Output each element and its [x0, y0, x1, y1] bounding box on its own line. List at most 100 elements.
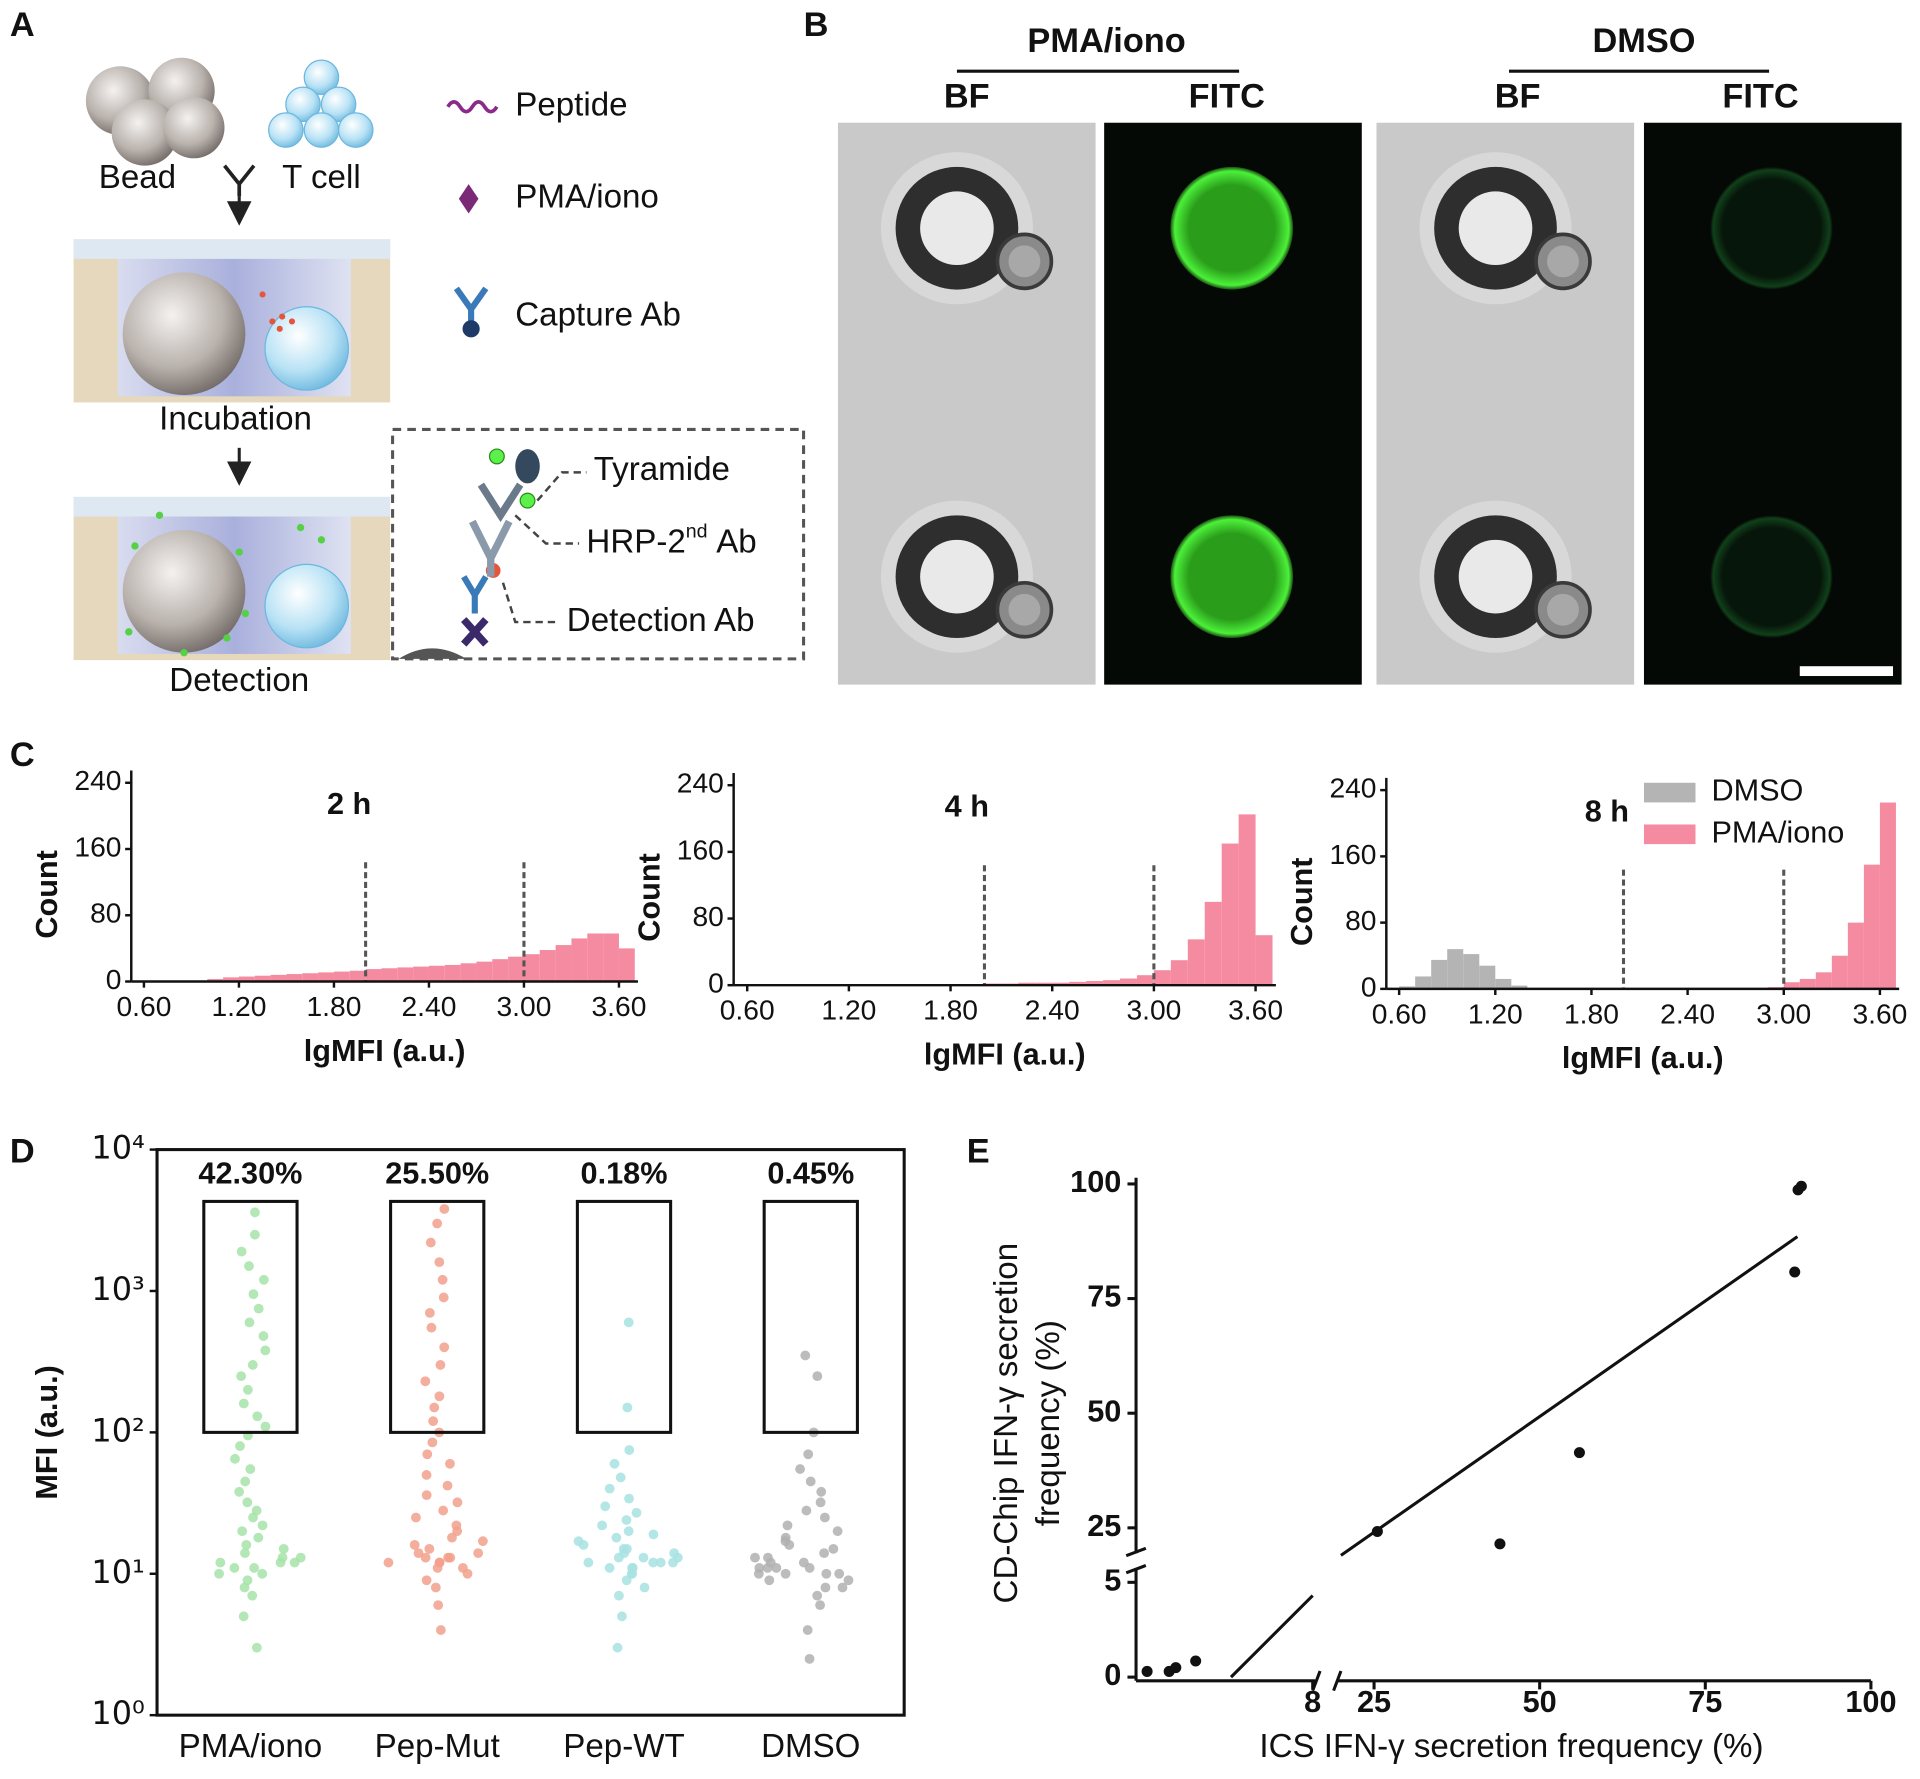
scatter-point: [1190, 1655, 1202, 1667]
fluorescence: [1170, 515, 1294, 638]
histogram-bar: [1136, 975, 1154, 986]
swarm-point: [627, 1563, 637, 1573]
histogram-bar: [587, 933, 604, 982]
swarm-point: [604, 1563, 615, 1573]
histogram-bar: [1103, 980, 1121, 986]
scatter-point: [1371, 1525, 1383, 1538]
histogram-bar: [1035, 982, 1053, 986]
y-tick-label: 10³: [91, 1270, 144, 1308]
chart-title: 4 h: [945, 790, 989, 824]
signal-dots: [125, 511, 326, 657]
swarm-point: [249, 1563, 260, 1573]
swarm-point: [600, 1501, 611, 1512]
x-tick-label: 3.00: [496, 990, 551, 1022]
swarm-point: [244, 1317, 255, 1328]
cell-icon: [268, 112, 304, 148]
t-cell: [264, 306, 350, 391]
cell-icon: [337, 112, 374, 148]
swarm-point: [237, 1526, 248, 1537]
histogram-bar: [618, 948, 635, 982]
swarm-point: [242, 1384, 253, 1395]
channel-label: FITC: [1722, 77, 1798, 115]
chart-title: 8 h: [1585, 795, 1629, 829]
swarm-point: [621, 1515, 632, 1525]
swarm-point: [439, 1342, 450, 1353]
swarm-point: [763, 1552, 773, 1563]
swarm-point: [258, 1331, 269, 1341]
swarm-point: [295, 1552, 306, 1563]
legend-label: PMA/iono: [1711, 815, 1844, 849]
scatter-point: [1789, 1266, 1801, 1278]
scatter-point: [1494, 1538, 1506, 1550]
histogram-bar: [1879, 802, 1896, 989]
well-top: [73, 239, 391, 259]
label: T cell: [282, 159, 361, 196]
capture-ab-icon: [453, 286, 489, 324]
label: Incubation: [159, 401, 312, 438]
histogram-bar: [238, 976, 255, 982]
swarm-point: [251, 1642, 262, 1653]
y-axis-title: frequency (%): [1030, 1320, 1067, 1526]
histogram-bar: [444, 964, 461, 982]
bead-icon: [111, 99, 178, 166]
y-tick-label: 75: [1087, 1280, 1121, 1314]
swarm-point: [432, 1218, 443, 1229]
histogram-bar: [1495, 978, 1512, 989]
x-tick-label: 3.60: [1228, 994, 1283, 1026]
well-top: [73, 496, 391, 517]
histogram-bar: [1415, 976, 1432, 989]
channel-label: FITC: [1189, 77, 1265, 115]
t-cell: [264, 563, 350, 649]
panel-label: C: [10, 736, 35, 774]
scatter-point: [1795, 1180, 1807, 1192]
histogram-bar: [1170, 960, 1188, 986]
swarm-point: [445, 1552, 456, 1563]
swarm-point: [434, 1557, 445, 1568]
legend-label: PMA/iono: [515, 179, 659, 216]
swarm-point: [424, 1307, 435, 1318]
swarm-point: [754, 1563, 765, 1573]
swarm-point: [615, 1472, 626, 1483]
leader-line: [536, 471, 587, 502]
swarm-point: [801, 1505, 812, 1516]
histogram-bar: [1255, 935, 1273, 986]
x-tick-label: 1.20: [821, 994, 876, 1026]
micrographs: [837, 122, 1902, 685]
histogram-bar: [1847, 922, 1864, 989]
y-tick-label: 240: [677, 767, 724, 799]
antibody-icon: [223, 164, 256, 197]
swarm-point: [253, 1532, 264, 1543]
swarm-point: [250, 1207, 260, 1218]
axis-break: [1125, 1564, 1147, 1575]
droplet-core: [1458, 191, 1533, 266]
histogram-bar: [270, 974, 287, 982]
gate-percent: 42.30%: [198, 1156, 302, 1190]
channel-label: BF: [1495, 77, 1541, 115]
swarm-point: [819, 1548, 830, 1559]
bead: [122, 530, 246, 653]
swarm-point: [434, 1391, 445, 1402]
cell-core: [1008, 593, 1041, 626]
histogram-bar: [1799, 978, 1816, 989]
swarm-point: [828, 1543, 839, 1554]
histogram-bar: [603, 933, 619, 982]
histogram-bar: [476, 961, 493, 982]
swarm-point: [604, 1483, 615, 1494]
bead-icon: [163, 96, 225, 159]
gate-box: [202, 1199, 299, 1434]
gate-percent: 0.18%: [581, 1156, 668, 1190]
cell-core: [1547, 593, 1579, 626]
histogram-bar: [223, 977, 239, 982]
histogram-bar: [492, 959, 509, 982]
swarm-point: [473, 1548, 484, 1559]
swarm-point: [669, 1548, 680, 1559]
y-tick-label: 80: [1345, 904, 1376, 936]
histogram-bar: [1018, 982, 1036, 986]
swarm-point: [812, 1371, 823, 1382]
peptide-icon: [446, 100, 499, 114]
y-axis-title: MFI (a.u.): [30, 1365, 64, 1500]
swarm-point: [250, 1229, 260, 1240]
swarm-point: [411, 1512, 421, 1523]
swarm-point: [782, 1520, 793, 1531]
